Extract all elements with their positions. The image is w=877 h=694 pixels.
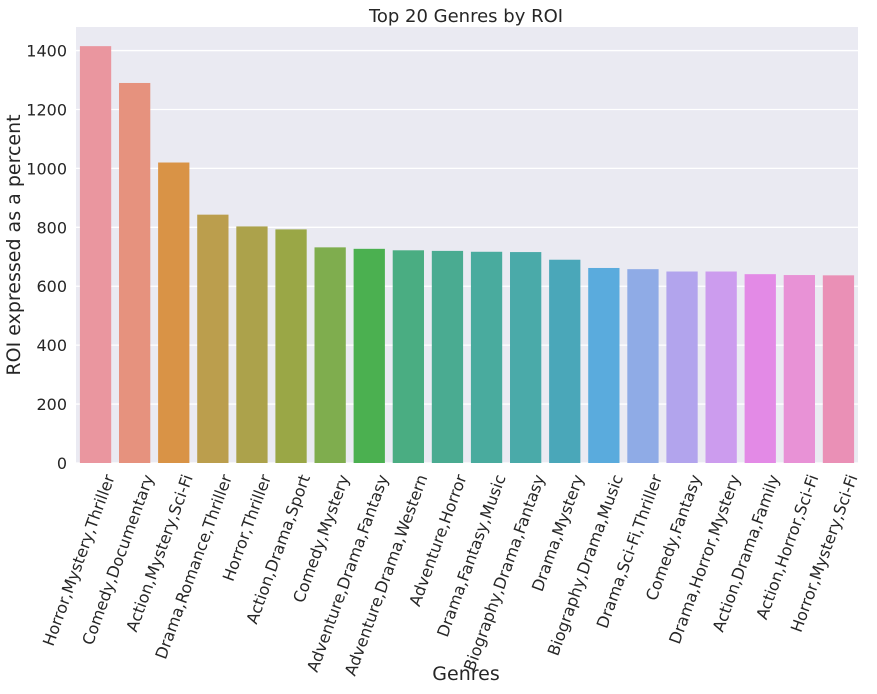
- x-tick-labels: Horror,Mystery,ThrillerComedy,Documentar…: [39, 472, 862, 679]
- bar: [627, 269, 659, 463]
- bar: [588, 267, 620, 463]
- bar: [314, 247, 346, 463]
- bar: [431, 250, 464, 463]
- bar: [705, 271, 737, 463]
- bar: [236, 226, 268, 463]
- x-axis-label: Genres: [432, 663, 499, 685]
- y-axis-label: ROI expressed as a percent: [3, 114, 25, 375]
- bar: [510, 252, 542, 463]
- bar: [822, 275, 855, 463]
- y-tick-label: 200: [36, 395, 67, 414]
- y-tick-label: 1400: [26, 42, 67, 61]
- y-tick-label: 1200: [26, 100, 67, 119]
- y-tick-label: 400: [36, 336, 67, 355]
- plot-background: [76, 27, 858, 463]
- bar: [275, 229, 307, 463]
- bars: [79, 46, 855, 464]
- bar: [119, 82, 151, 464]
- bar: [79, 46, 112, 463]
- bar: [470, 251, 503, 463]
- bar: [783, 275, 815, 463]
- bar: [549, 259, 581, 463]
- y-tick-label: 1000: [26, 159, 67, 178]
- bar: [744, 274, 776, 463]
- bar: [158, 162, 190, 463]
- y-tick-label: 0: [57, 454, 67, 473]
- y-tick-labels: 0 200 400 600 800 1000 1200 1400: [26, 42, 67, 473]
- bar: [353, 248, 385, 463]
- y-tick-label: 600: [36, 277, 67, 296]
- bar: [666, 271, 698, 463]
- chart-title: Top 20 Genres by ROI: [368, 6, 563, 27]
- y-tick-label: 800: [36, 218, 67, 237]
- bar: [392, 250, 424, 463]
- bar: [197, 214, 229, 463]
